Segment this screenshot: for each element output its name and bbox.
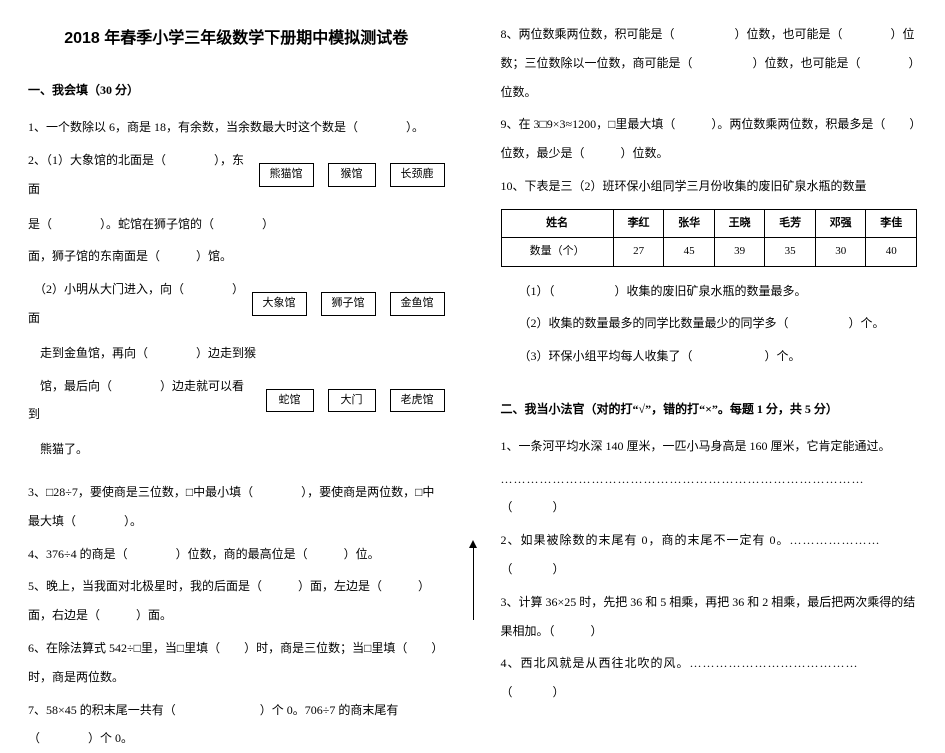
zoo-box: 猴馆 <box>328 163 376 187</box>
td: 40 <box>866 238 917 266</box>
q2g: 熊猫了。 <box>28 435 445 464</box>
zoo-r1: 熊猫馆 猴馆 长颈鹿 <box>259 163 445 187</box>
zoo-box: 金鱼馆 <box>390 292 445 316</box>
th: 王晓 <box>714 209 765 237</box>
section1-head: 一、我会填（30 分） <box>28 76 445 105</box>
left-column: 2018 年春季小学三年级数学下册期中模拟测试卷 一、我会填（30 分） 1、一… <box>0 0 473 668</box>
q10a: （1）（ ）收集的废旧矿泉水瓶的数量最多。 <box>501 277 918 306</box>
q2-row1: 2、（1）大象馆的北面是（ ），东面 熊猫馆 猴馆 长颈鹿 <box>28 146 445 204</box>
recycle-table: 姓名 李红 张华 王晓 毛芳 邓强 李佳 数量（个） 27 45 39 35 3… <box>501 209 918 267</box>
page-title: 2018 年春季小学三年级数学下册期中模拟测试卷 <box>28 20 445 58</box>
zoo-box: 大象馆 <box>252 292 307 316</box>
table-row: 数量（个） 27 45 39 35 30 40 <box>501 238 917 266</box>
q2-row3: 馆，最后向（ ）边走就可以看到 蛇馆 大门 老虎馆 <box>28 372 445 430</box>
zoo-box: 大门 <box>328 389 376 413</box>
q2-row2: （2）小明从大门进入，向（ ）面 大象馆 狮子馆 金鱼馆 <box>28 275 445 333</box>
zoo-box: 熊猫馆 <box>259 163 314 187</box>
td: 27 <box>613 238 664 266</box>
q4: 4、376÷4 的商是（ ）位数，商的最高位是（ ）位。 <box>28 540 445 569</box>
section2-head: 二、我当小法官（对的打“√”，错的打“×”。每题 1 分，共 5 分） <box>501 395 918 424</box>
th: 姓名 <box>501 209 613 237</box>
s2q1: 1、一条河平均水深 140 厘米，一匹小马身高是 160 厘米，它肯定能通过。 <box>501 432 918 461</box>
zoo-box: 老虎馆 <box>390 389 445 413</box>
q2e: 走到金鱼馆，再向（ ）边走到猴 <box>28 339 445 368</box>
arrow-up-icon <box>469 540 477 548</box>
q8: 8、两位数乘两位数，积可能是（ ）位数，也可能是（ ）位数；三位数除以一位数，商… <box>501 20 918 106</box>
q2d: （2）小明从大门进入，向（ ）面 <box>28 275 242 333</box>
td: 39 <box>714 238 765 266</box>
q5: 5、晚上，当我面对北极星时，我的后面是（ ）面，左边是（ ）面，右边是（ ）面。 <box>28 572 445 630</box>
q10: 10、下表是三（2）班环保小组同学三月份收集的废旧矿泉水瓶的数量 <box>501 172 918 201</box>
zoo-box: 蛇馆 <box>266 389 314 413</box>
zoo-box: 长颈鹿 <box>390 163 445 187</box>
zoo-r3: 蛇馆 大门 老虎馆 <box>266 389 445 413</box>
right-column: 8、两位数乘两位数，积可能是（ ）位数，也可能是（ ）位数；三位数除以一位数，商… <box>473 0 945 668</box>
q2a: 2、（1）大象馆的北面是（ ），东面 <box>28 146 249 204</box>
th: 李红 <box>613 209 664 237</box>
binding-arrow-icon <box>468 540 478 620</box>
q2c: 面，狮子馆的东南面是（ ）馆。 <box>28 242 445 271</box>
s2q3: 3、计算 36×25 时，先把 36 和 5 相乘，再把 36 和 2 相乘，最… <box>501 588 918 646</box>
q7: 7、58×45 的积末尾一共有（ ）个 0。706÷7 的商末尾有（ ）个 0。 <box>28 696 445 753</box>
q10c: （3）环保小组平均每人收集了（ ）个。 <box>501 342 918 371</box>
vline <box>473 548 474 620</box>
th: 李佳 <box>866 209 917 237</box>
td: 30 <box>815 238 866 266</box>
q2f: 馆，最后向（ ）边走就可以看到 <box>28 372 256 430</box>
th: 毛芳 <box>765 209 816 237</box>
th: 张华 <box>664 209 715 237</box>
q9: 9、在 3□9×3≈1200，□里最大填（ ）。两位数乘两位数，积最多是（ ）位… <box>501 110 918 168</box>
q6: 6、在除法算式 542÷□里，当□里填（ ）时，商是三位数；当□里填（ ）时，商… <box>28 634 445 692</box>
table-header-row: 姓名 李红 张华 王晓 毛芳 邓强 李佳 <box>501 209 917 237</box>
td: 35 <box>765 238 816 266</box>
s2q1-tail: …………………………………………………………………………（ ） <box>501 465 918 523</box>
q2b: 是（ ）。蛇馆在狮子馆的（ ） <box>28 210 445 239</box>
s2q4: 4、西北风就是从西往北吹的风。…………………………………（ ） <box>501 649 918 707</box>
zoo-r2: 大象馆 狮子馆 金鱼馆 <box>252 292 445 316</box>
q3: 3、□28÷7，要使商是三位数，□中最小填（ ），要使商是两位数，□中最大填（ … <box>28 478 445 536</box>
s2q2: 2、如果被除数的末尾有 0，商的末尾不一定有 0。…………………（ ） <box>501 526 918 584</box>
zoo-box: 狮子馆 <box>321 292 376 316</box>
q1: 1、一个数除以 6，商是 18，有余数，当余数最大时这个数是（ ）。 <box>28 113 445 142</box>
th: 邓强 <box>815 209 866 237</box>
q10b: （2）收集的数量最多的同学比数量最少的同学多（ ）个。 <box>501 309 918 338</box>
td: 45 <box>664 238 715 266</box>
td: 数量（个） <box>501 238 613 266</box>
